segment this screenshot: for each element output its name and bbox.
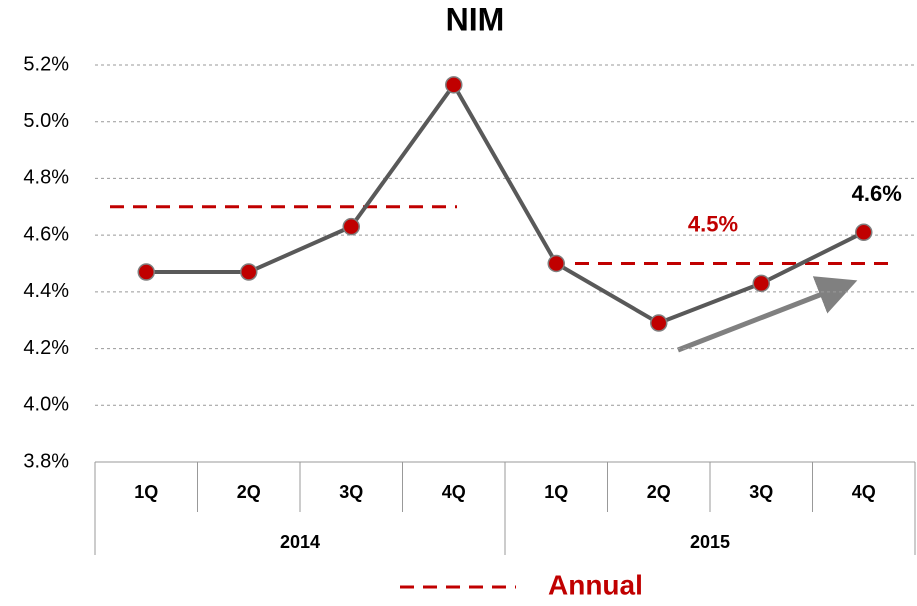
data-point <box>445 76 463 94</box>
y-tick-label: 4.0% <box>23 394 69 416</box>
chart-title: NIM <box>446 1 505 37</box>
y-tick-label: 3.8% <box>23 450 69 472</box>
x-tick-label: 2Q <box>237 482 261 502</box>
x-tick-label: 4Q <box>852 482 876 502</box>
data-point <box>650 314 668 332</box>
x-tick-label: 1Q <box>134 482 158 502</box>
data-point <box>547 254 565 273</box>
y-tick-label: 5.2% <box>23 53 69 75</box>
data-point <box>752 274 770 293</box>
y-tick-label: 5.0% <box>23 110 69 132</box>
annual-label: 4.5% <box>688 211 738 236</box>
group-label: 2015 <box>690 532 730 552</box>
y-tick-label: 4.4% <box>23 280 69 302</box>
y-tick-label: 4.6% <box>23 223 69 245</box>
x-tick-label: 1Q <box>544 482 568 502</box>
x-tick-label: 3Q <box>749 482 773 502</box>
legend-label: Annual <box>548 569 643 600</box>
x-tick-label: 2Q <box>647 482 671 502</box>
data-line <box>146 82 865 326</box>
data-label: 4.6% <box>852 181 902 206</box>
x-tick-label: 4Q <box>442 482 466 502</box>
x-tick-label: 3Q <box>339 482 363 502</box>
y-tick-label: 4.8% <box>23 167 69 189</box>
trend-arrow <box>677 276 858 353</box>
data-point <box>855 223 873 242</box>
group-label: 2014 <box>280 532 320 552</box>
y-tick-label: 4.2% <box>23 337 69 359</box>
data-point <box>342 217 360 236</box>
data-point <box>240 263 258 281</box>
data-point <box>137 263 155 281</box>
